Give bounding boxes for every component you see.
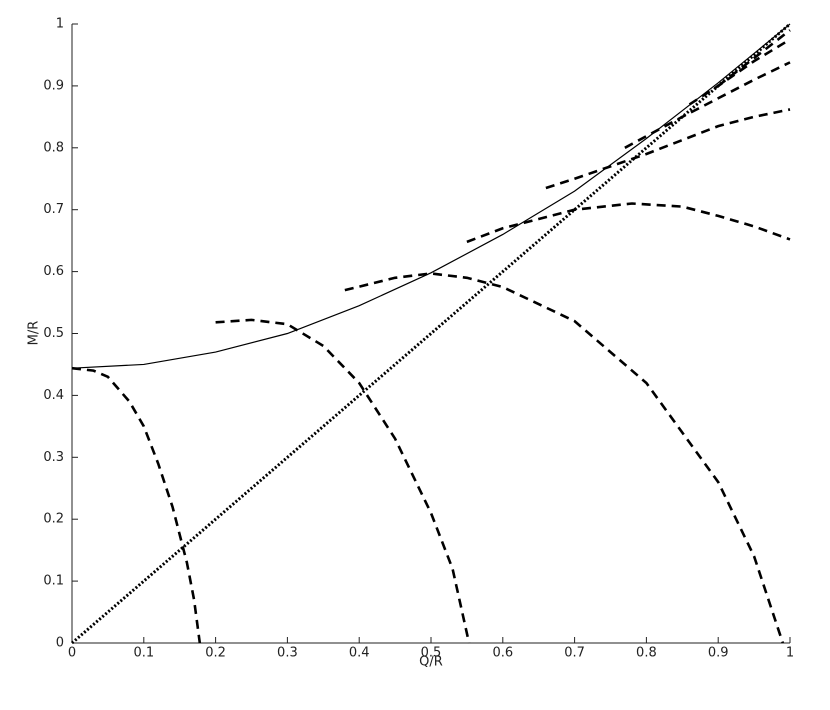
line-series (466, 202, 791, 244)
y-tick-label: 0.6 (43, 264, 64, 279)
x-tick-label: 0.1 (133, 646, 154, 661)
y-axis-label: M/R (27, 321, 42, 346)
x-tick-label: 0.6 (492, 646, 513, 661)
y-tick-label: 0.2 (43, 512, 64, 527)
line-series (688, 38, 791, 106)
y-tick-label: 0.1 (43, 574, 64, 589)
x-tick-label: 0 (68, 646, 76, 661)
y-tick-label: 1 (56, 17, 64, 32)
x-tick-label: 0.9 (708, 646, 729, 661)
x-tick-label: 0.7 (564, 646, 585, 661)
x-tick-label: 1 (786, 646, 794, 661)
y-tick-label: 0.9 (43, 78, 64, 93)
x-tick-label: 0.4 (349, 646, 370, 661)
x-tick-label: 0.5 (421, 646, 442, 661)
y-tick-label: 0.3 (43, 450, 64, 465)
line-series (344, 272, 785, 644)
line-series (545, 108, 791, 190)
x-tick-label: 0.2 (205, 646, 226, 661)
y-tick-label: 0.7 (43, 202, 64, 217)
x-tick-label: 0.8 (636, 646, 657, 661)
line-series (624, 61, 791, 149)
y-tick-label: 0.8 (43, 140, 64, 155)
line-series (71, 366, 202, 644)
y-tick-label: 0.4 (43, 388, 64, 403)
line-series (215, 318, 471, 644)
line-series (717, 29, 791, 87)
x-axis-label: Q/R (419, 655, 443, 670)
x-tick-label: 0.3 (277, 646, 298, 661)
line-series (71, 22, 791, 645)
line-series (71, 23, 791, 369)
y-tick-label: 0.5 (43, 326, 64, 341)
y-tick-label: 0 (56, 636, 64, 651)
